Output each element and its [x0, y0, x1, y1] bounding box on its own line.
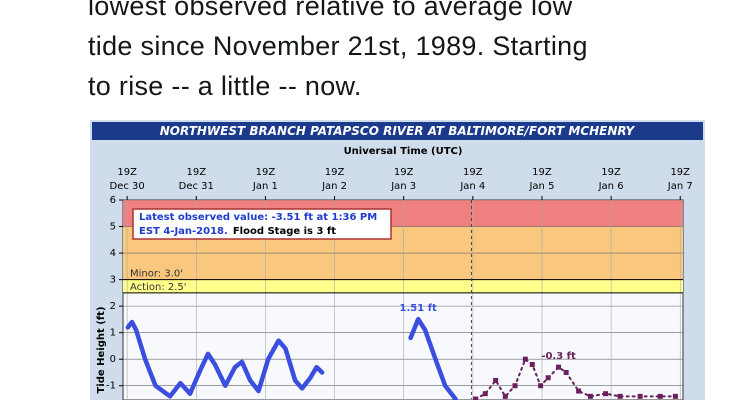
predicted-point	[603, 391, 609, 397]
x-tick-label: Jan 1	[252, 181, 278, 192]
y-tick-label: 6	[110, 195, 116, 206]
predicted-point	[538, 383, 544, 389]
y-tick-label: 4	[110, 248, 116, 259]
x-tick-label: Jan 4	[459, 181, 485, 192]
predicted-point	[617, 393, 623, 399]
predicted-point	[502, 393, 508, 399]
predicted-point	[556, 364, 562, 370]
x-tick-label: Dec 31	[179, 181, 214, 192]
annotation-text: Latest observed value: -3.51 ft at 1:36 …	[139, 212, 377, 223]
x-tick-hour: 19Z	[532, 167, 552, 178]
title-bar	[92, 122, 703, 140]
y-axis-title: Tide Height (ft)	[96, 306, 107, 393]
predicted-point	[545, 375, 551, 381]
predicted-point	[493, 377, 499, 383]
x-tick-hour: 19Z	[394, 167, 414, 178]
x-tick-hour: 19Z	[601, 167, 621, 178]
annotation-text: EST 4-Jan-2018.	[139, 226, 228, 237]
tweet-line: tide since November 21st, 1989. Starting	[88, 31, 588, 61]
x-tick-hour: 19Z	[670, 167, 690, 178]
x-tick-label: Jan 3	[390, 181, 416, 192]
chart-title: NORTHWEST BRANCH PATAPSCO RIVER AT BALTI…	[160, 124, 636, 138]
threshold-label: Minor: 3.0'	[130, 269, 183, 280]
x-tick-hour: 19Z	[186, 167, 206, 178]
annotation-box	[132, 208, 392, 240]
predicted-point	[512, 383, 518, 389]
y-tick-label: 5	[110, 222, 116, 233]
flood-band	[123, 279, 683, 293]
predicted-point	[522, 356, 528, 362]
predicted-point	[473, 396, 479, 400]
threshold-label: Action: 2.5'	[130, 282, 187, 293]
predicted-point	[657, 393, 663, 399]
x-tick-hour: 19Z	[325, 167, 345, 178]
predicted-point	[672, 393, 678, 399]
predicted-point	[576, 388, 582, 394]
x-tick-hour: 19Z	[463, 167, 483, 178]
y-tick-label: 3	[110, 275, 116, 286]
y-tick-label: -1	[106, 381, 116, 392]
x-tick-label: Jan 2	[321, 181, 347, 192]
tweet-text: lowest observed relative to average low …	[88, 0, 728, 106]
x-tick-hour: 19Z	[117, 167, 137, 178]
x-tick-label: Jan 5	[528, 181, 554, 192]
x-tick-label: Dec 30	[110, 181, 145, 192]
y-tick-label: 0	[110, 354, 116, 365]
predicted-point	[529, 362, 535, 368]
y-tick-label: 1	[110, 328, 116, 339]
predicted-point	[563, 369, 569, 375]
x-tick-label: Jan 7	[667, 181, 693, 192]
tweet-line: to rise -- a little -- now.	[88, 71, 362, 101]
x-tick-label: Jan 6	[598, 181, 624, 192]
overlay-layer: 6 5 4 3 2 1 0 -1 19Z Dec 30 19Z Dec 31 19Z Jan 1 19Z Ja…	[106, 167, 693, 392]
predicted-point	[587, 393, 593, 399]
predicted-point	[637, 393, 643, 399]
data-label: 1.51 ft	[400, 303, 438, 314]
series-line	[125, 316, 458, 400]
predicted-point	[482, 391, 488, 397]
tweet-line: lowest observed relative to average low	[88, 0, 573, 21]
x-tick-hour: 19Z	[256, 167, 276, 178]
annotation-text: Flood Stage is 3 ft	[233, 226, 336, 237]
data-label: -0.3 ft	[541, 351, 576, 362]
x-axis-title: Universal Time (UTC)	[344, 146, 463, 157]
series-line	[474, 358, 677, 400]
y-tick-label: 2	[110, 301, 116, 312]
